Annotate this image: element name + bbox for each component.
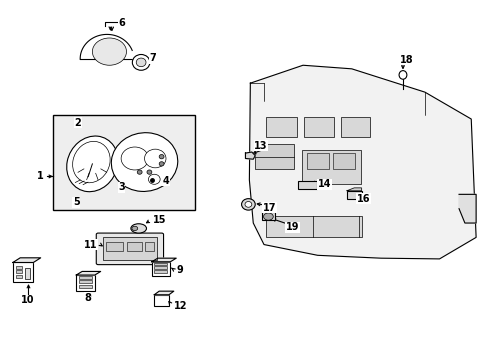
Bar [346, 191, 361, 199]
Polygon shape [13, 258, 41, 262]
Ellipse shape [132, 226, 138, 230]
Text: 14: 14 [317, 179, 330, 189]
Ellipse shape [136, 58, 146, 67]
Polygon shape [152, 258, 176, 262]
Bar [306, 153, 328, 169]
Ellipse shape [147, 170, 152, 174]
Bar [298, 181, 316, 189]
Bar [13, 262, 33, 282]
Bar [266, 117, 296, 137]
Text: 12: 12 [173, 301, 187, 311]
Bar [127, 242, 142, 251]
Polygon shape [346, 188, 361, 191]
Bar [255, 144, 294, 169]
Polygon shape [245, 152, 255, 159]
Ellipse shape [159, 162, 163, 166]
Text: 1: 1 [37, 171, 43, 181]
Text: 2: 2 [74, 118, 81, 128]
Polygon shape [458, 194, 475, 223]
Bar [105, 242, 122, 251]
Text: 19: 19 [285, 222, 299, 232]
Bar [154, 263, 166, 265]
Text: 11: 11 [83, 239, 97, 249]
Text: 10: 10 [20, 295, 34, 305]
Ellipse shape [111, 133, 178, 192]
Ellipse shape [148, 174, 160, 184]
Ellipse shape [244, 202, 251, 207]
Ellipse shape [241, 199, 255, 210]
Text: 4: 4 [162, 176, 169, 186]
Ellipse shape [137, 170, 142, 174]
Bar [16, 266, 21, 269]
Ellipse shape [398, 71, 406, 79]
Bar [76, 275, 95, 291]
Bar [79, 276, 92, 279]
Ellipse shape [144, 149, 165, 168]
Text: 17: 17 [262, 203, 276, 213]
Bar [302, 149, 360, 184]
Polygon shape [249, 65, 475, 259]
Bar [261, 212, 275, 220]
Bar [16, 270, 21, 273]
Polygon shape [80, 35, 132, 59]
Bar [152, 262, 170, 276]
Text: 3: 3 [118, 182, 125, 192]
Bar [53, 116, 194, 211]
Bar [24, 268, 30, 279]
Text: 8: 8 [84, 293, 91, 303]
FancyBboxPatch shape [96, 233, 163, 265]
Ellipse shape [131, 224, 146, 233]
Ellipse shape [159, 154, 163, 159]
Ellipse shape [92, 38, 126, 65]
Bar [304, 117, 333, 137]
Text: 5: 5 [73, 197, 80, 207]
Bar [154, 270, 166, 273]
Bar [144, 242, 154, 251]
Bar [103, 237, 157, 260]
Bar [340, 117, 369, 137]
Bar [332, 153, 354, 169]
Text: 6: 6 [118, 18, 125, 28]
Bar [266, 216, 361, 237]
Ellipse shape [66, 136, 118, 192]
Ellipse shape [121, 147, 148, 170]
Text: 7: 7 [149, 53, 156, 63]
Bar [79, 280, 92, 283]
Polygon shape [76, 271, 101, 275]
Text: 18: 18 [399, 55, 412, 65]
Text: 16: 16 [356, 194, 369, 204]
Bar [16, 275, 21, 278]
Text: 15: 15 [153, 215, 166, 225]
Ellipse shape [263, 213, 273, 220]
Polygon shape [154, 291, 173, 295]
Text: 9: 9 [176, 265, 183, 275]
Ellipse shape [132, 54, 150, 70]
Bar [79, 285, 92, 288]
Text: 13: 13 [254, 141, 267, 151]
Bar [154, 266, 166, 269]
Bar [154, 295, 168, 306]
Ellipse shape [73, 141, 110, 183]
